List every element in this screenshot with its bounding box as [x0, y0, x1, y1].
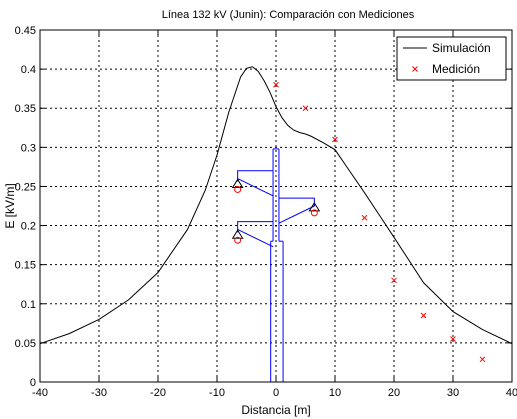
x-tick-label: -10 — [209, 387, 225, 399]
marker-stroke — [450, 336, 456, 342]
x-tick-label: 30 — [447, 387, 459, 399]
legend: Simulación Medición — [396, 36, 507, 81]
plot-area: -40 -30 -20 -10 0 10 20 30 40 0 0.05 0.1 0.15 0.2 0.2… — [15, 25, 517, 399]
marker-stroke — [273, 81, 279, 88]
x-tick-label: -40 — [32, 387, 48, 399]
marker-stroke — [361, 214, 368, 221]
data-point-medicion — [332, 136, 338, 143]
legend-swatch-medicion — [412, 66, 418, 72]
grid-lines — [40, 30, 512, 382]
conductor-marker — [231, 178, 244, 188]
tower-sketch — [231, 148, 321, 382]
y-tick-label: 0 — [30, 377, 36, 389]
data-point-medicion — [361, 214, 368, 221]
data-point-medicion — [391, 277, 397, 284]
x-axis-label: Distancia [m] — [241, 403, 310, 417]
series-line-simulacion — [39, 66, 513, 345]
data-point-medicion — [273, 81, 279, 88]
x-axis-ticks: -40 -30 -20 -10 0 10 20 30 40 — [32, 30, 517, 399]
y-tick-label: 0.15 — [15, 260, 36, 272]
y-axis-label: E [kV/m] — [3, 183, 17, 228]
y-tick-label: 0.1 — [21, 299, 36, 311]
marker-stroke — [332, 136, 338, 143]
conductor-circle — [234, 185, 242, 193]
x-tick-label: 20 — [388, 387, 400, 399]
y-tick-label: 0.25 — [15, 181, 36, 193]
data-point-medicion — [450, 336, 456, 342]
y-tick-label: 0.2 — [21, 221, 36, 233]
x-tick-label: -20 — [150, 387, 166, 399]
x-tick-label: -30 — [91, 387, 107, 399]
data-point-medicion — [420, 312, 427, 319]
tower-cross-arm — [237, 170, 274, 197]
y-tick-label: 0.35 — [15, 103, 36, 115]
y-tick-label: 0.4 — [21, 64, 36, 76]
conductor-marker — [308, 201, 321, 212]
y-tick-label: 0.05 — [15, 338, 36, 350]
data-point-medicion — [479, 356, 486, 363]
y-tick-label: 0.45 — [15, 25, 36, 37]
x-tick-label: 10 — [329, 387, 341, 399]
legend-label-simulacion: Simulación — [432, 41, 491, 55]
chart-title: Línea 132 kV (Junin): Comparación con Me… — [162, 9, 415, 21]
tower-cross-arm — [237, 221, 274, 248]
x-tick-label: 0 — [273, 387, 279, 399]
marker-stroke — [391, 277, 397, 284]
marker-stroke — [420, 312, 427, 319]
conductor-circle — [310, 209, 318, 217]
x-tick-label: 40 — [506, 387, 517, 399]
legend-box — [396, 36, 507, 81]
conductor-circle — [234, 236, 242, 244]
series-layer — [39, 66, 513, 363]
data-point-medicion — [302, 105, 309, 112]
marker-stroke — [479, 356, 486, 363]
marker-stroke — [302, 105, 309, 112]
legend-label-medicion: Medición — [432, 62, 480, 76]
legend-marker-stroke — [412, 66, 418, 72]
y-axis-ticks: 0 0.05 0.1 0.15 0.2 0.25 0.3 0.35 0.4 0.45 — [15, 25, 512, 389]
conductor-marker — [231, 229, 244, 239]
y-tick-label: 0.3 — [21, 142, 36, 154]
